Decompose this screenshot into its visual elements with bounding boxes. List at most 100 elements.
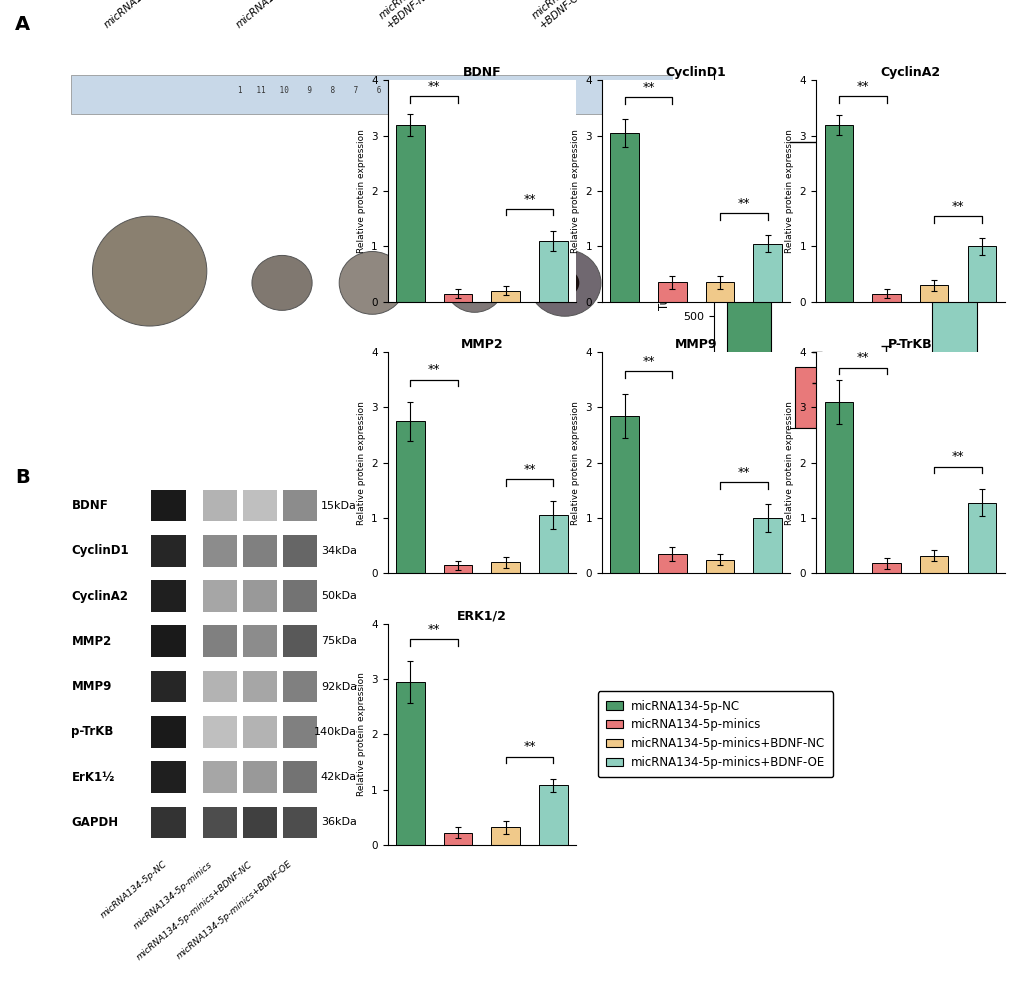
Y-axis label: Tumor volume(mm³): Tumor volume(mm³) — [657, 188, 671, 310]
Bar — [443, 833, 472, 845]
Y-axis label: Relative protein expression: Relative protein expression — [357, 672, 366, 797]
Text: micRNA134-5p-minics
+BDNF-NC: micRNA134-5p-minics +BDNF-NC — [377, 0, 479, 30]
Bar — [657, 283, 686, 302]
Bar — [919, 286, 948, 302]
Title: ERK1/2: ERK1/2 — [457, 610, 506, 623]
Bar — [491, 827, 520, 845]
Text: **: ** — [523, 740, 535, 753]
FancyBboxPatch shape — [243, 716, 277, 747]
FancyBboxPatch shape — [203, 580, 236, 612]
Title: CyclinD1: CyclinD1 — [665, 66, 726, 79]
Bar — [395, 125, 424, 302]
FancyBboxPatch shape — [282, 626, 317, 657]
Text: **: ** — [951, 451, 963, 464]
Text: 36kDa: 36kDa — [321, 818, 357, 827]
FancyBboxPatch shape — [243, 671, 277, 702]
Title: CyclinA2: CyclinA2 — [879, 66, 940, 79]
Y-axis label: Relative protein expression: Relative protein expression — [785, 129, 794, 254]
FancyBboxPatch shape — [203, 716, 236, 747]
FancyBboxPatch shape — [243, 580, 277, 612]
Bar — [753, 518, 782, 573]
FancyBboxPatch shape — [243, 626, 277, 657]
Text: **: ** — [775, 125, 790, 139]
FancyBboxPatch shape — [151, 580, 185, 612]
Bar — [726, 209, 770, 428]
FancyBboxPatch shape — [282, 535, 317, 566]
Text: **: ** — [642, 80, 654, 94]
FancyBboxPatch shape — [203, 807, 236, 838]
Bar — [871, 294, 900, 302]
Bar — [823, 125, 852, 302]
Legend: micRNA134-5p-NC, micRNA134-5p-minics, micRNA134-5p-minics+BDNF-NC, micRNA134-5p-: micRNA134-5p-NC, micRNA134-5p-minics, mi… — [597, 691, 833, 778]
Text: MMP2: MMP2 — [71, 635, 111, 648]
Y-axis label: Relative protein expression: Relative protein expression — [357, 400, 366, 525]
Text: 92kDa: 92kDa — [321, 682, 357, 691]
Text: MMP9: MMP9 — [71, 680, 112, 693]
FancyBboxPatch shape — [151, 762, 185, 793]
Text: **: ** — [951, 200, 963, 212]
Y-axis label: Relative protein expression: Relative protein expression — [571, 400, 580, 525]
Text: GAPDH: GAPDH — [71, 816, 118, 829]
Text: micRNA134-5p-NC: micRNA134-5p-NC — [102, 0, 182, 30]
FancyBboxPatch shape — [203, 671, 236, 702]
Text: micRNA134-5p-NC: micRNA134-5p-NC — [99, 859, 168, 920]
FancyBboxPatch shape — [243, 807, 277, 838]
FancyBboxPatch shape — [243, 762, 277, 793]
Text: **: ** — [856, 79, 868, 93]
Text: **: ** — [428, 79, 440, 93]
Bar — [967, 503, 996, 573]
FancyBboxPatch shape — [203, 535, 236, 566]
Bar — [705, 559, 734, 573]
Text: p-TrKB: p-TrKB — [71, 725, 114, 738]
FancyBboxPatch shape — [243, 490, 277, 521]
Text: CyclinA2: CyclinA2 — [71, 590, 128, 603]
Ellipse shape — [444, 254, 504, 312]
FancyBboxPatch shape — [151, 716, 185, 747]
Text: BDNF: BDNF — [71, 499, 108, 512]
Ellipse shape — [93, 216, 207, 326]
Bar — [919, 555, 948, 573]
Bar — [863, 358, 907, 428]
Text: micRNA134-5p-minics
+BDNF-OE: micRNA134-5p-minics +BDNF-OE — [530, 0, 632, 30]
Text: **: ** — [737, 466, 749, 479]
FancyBboxPatch shape — [282, 762, 317, 793]
Bar — [539, 786, 568, 845]
Text: micRNA134-5p-minics+BDNF-NC: micRNA134-5p-minics+BDNF-NC — [135, 859, 254, 962]
Text: micRNA134-5p-minics+BDNF-OE: micRNA134-5p-minics+BDNF-OE — [175, 859, 293, 962]
Text: **: ** — [523, 463, 535, 476]
FancyBboxPatch shape — [151, 535, 185, 566]
Text: **: ** — [856, 351, 868, 364]
Bar — [491, 562, 520, 573]
FancyBboxPatch shape — [282, 807, 317, 838]
Bar — [443, 565, 472, 573]
Bar — [931, 287, 976, 428]
Text: **: ** — [737, 197, 749, 210]
FancyBboxPatch shape — [203, 762, 236, 793]
Text: CyclinD1: CyclinD1 — [71, 544, 128, 557]
FancyBboxPatch shape — [282, 490, 317, 521]
FancyBboxPatch shape — [282, 580, 317, 612]
Bar — [395, 422, 424, 573]
Bar — [705, 283, 734, 302]
Bar — [443, 294, 472, 302]
Text: micRNA134-5p-minics: micRNA134-5p-minics — [234, 0, 329, 30]
Ellipse shape — [462, 271, 486, 295]
Text: 42kDa: 42kDa — [321, 773, 357, 782]
Title: MMP2: MMP2 — [461, 338, 502, 351]
Bar — [539, 241, 568, 302]
FancyBboxPatch shape — [151, 626, 185, 657]
Y-axis label: Relative protein expression: Relative protein expression — [785, 400, 794, 525]
Text: 75kDa: 75kDa — [321, 637, 357, 646]
FancyBboxPatch shape — [282, 671, 317, 702]
Bar — [823, 402, 852, 573]
Bar — [491, 291, 520, 302]
Title: P-TrKB: P-TrKB — [888, 338, 931, 351]
Bar — [967, 246, 996, 302]
Bar — [753, 243, 782, 302]
Title: BDNF: BDNF — [463, 66, 500, 79]
Text: **: ** — [523, 192, 535, 205]
FancyBboxPatch shape — [151, 807, 185, 838]
Text: 34kDa: 34kDa — [321, 546, 357, 555]
FancyBboxPatch shape — [151, 490, 185, 521]
Text: B: B — [15, 468, 30, 487]
